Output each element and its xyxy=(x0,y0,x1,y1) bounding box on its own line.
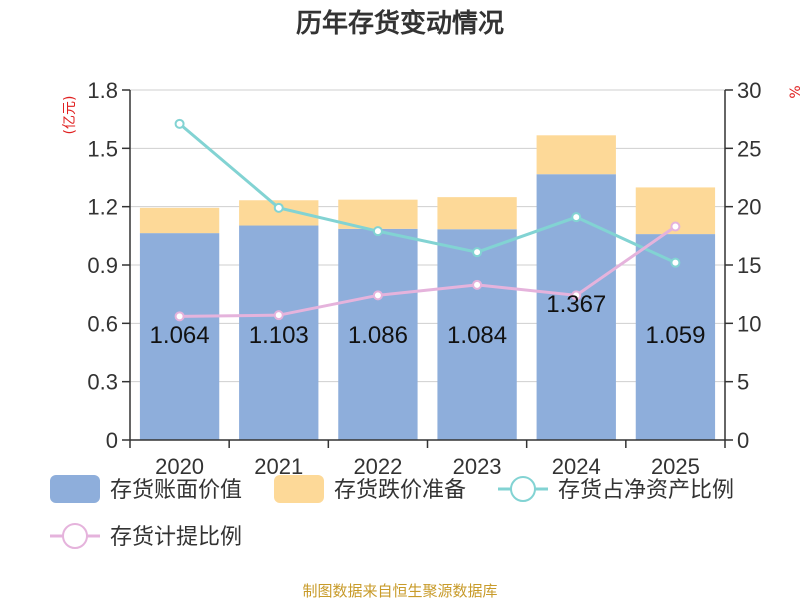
point-inventory-to-net-assets xyxy=(571,212,582,223)
legend-swatch xyxy=(274,475,324,503)
left-tick-label: 0 xyxy=(106,428,118,453)
left-tick-label: 1.2 xyxy=(87,195,118,220)
point-inventory-to-net-assets xyxy=(372,226,383,237)
lines-group xyxy=(174,118,681,322)
legend-label: 存货跌价准备 xyxy=(334,478,466,503)
x-tick-label: 2023 xyxy=(453,454,502,479)
point-inventory-to-net-assets xyxy=(273,202,284,213)
data-labels-group: 1.064 1.103 1.086 1.084 1.367 1.059 xyxy=(150,291,706,349)
x-tick-label: 2025 xyxy=(651,454,700,479)
bar-book-value xyxy=(239,225,319,440)
left-tick-label: 0.9 xyxy=(87,253,118,278)
legend-label: 存货账面价值 xyxy=(110,478,242,503)
bar-book-value xyxy=(338,228,418,440)
left-tick-label: 0.3 xyxy=(87,370,118,395)
legend-marker xyxy=(62,523,88,549)
point-provision-ratio xyxy=(571,290,582,301)
bar-data-label: 1.084 xyxy=(447,322,507,349)
left-tick-label: 1.8 xyxy=(87,78,118,103)
point-provision-ratio xyxy=(472,279,483,290)
right-tick-label: 5 xyxy=(737,370,749,395)
legend-item: 存货账面价值 xyxy=(50,475,242,503)
right-axis-unit: % xyxy=(788,85,800,98)
legend-swatch xyxy=(50,475,100,503)
x-tick-label: 2024 xyxy=(552,454,601,479)
x-tick-label: 2020 xyxy=(155,454,204,479)
right-tick-label: 0 xyxy=(737,428,749,453)
legend-item: 存货占净资产比例 xyxy=(498,476,734,503)
bar-book-value xyxy=(635,234,716,440)
right-tick-label: 10 xyxy=(737,311,761,336)
right-tick-label: 15 xyxy=(737,253,761,278)
source-note: 制图数据来自恒生聚源数据库 xyxy=(302,582,497,600)
right-tick-label: 25 xyxy=(737,136,761,161)
line-provision-ratio xyxy=(179,225,677,318)
x-tick-label: 2021 xyxy=(254,454,303,479)
axes-group: 0 0 0.3 5 0.6 10 0.9 15 1.2 20 1.5 25 1.8 30 2020 2021 2… xyxy=(87,78,761,479)
bar-data-label: 1.064 xyxy=(150,322,210,349)
legend-marker xyxy=(510,476,536,502)
point-provision-ratio xyxy=(174,311,185,322)
left-axis-unit: (亿元) xyxy=(62,96,78,135)
bar-impairment-provision xyxy=(139,207,220,234)
bar-impairment-provision xyxy=(536,135,616,175)
bar-data-label: 1.103 xyxy=(249,322,309,349)
left-tick-label: 1.5 xyxy=(87,136,118,161)
grid-lines xyxy=(130,89,725,383)
bar-data-label: 1.059 xyxy=(645,322,705,349)
legend-label: 存货占净资产比例 xyxy=(558,478,734,503)
line-inventory-to-net-assets xyxy=(178,122,677,265)
bar-book-value xyxy=(437,229,517,440)
point-provision-ratio xyxy=(273,310,284,321)
bar-data-label: 1.086 xyxy=(348,322,408,349)
bar-data-label: 1.367 xyxy=(546,291,606,318)
legend-label: 存货计提比例 xyxy=(110,525,242,550)
point-inventory-to-net-assets xyxy=(670,257,681,268)
point-inventory-to-net-assets xyxy=(174,118,185,129)
bars-group xyxy=(139,135,716,440)
chart-title: 历年存货变动情况 xyxy=(296,8,504,39)
legend-item: 存货计提比例 xyxy=(50,523,242,550)
legend-item: 存货跌价准备 xyxy=(274,475,466,503)
left-tick-label: 0.6 xyxy=(87,311,118,336)
point-inventory-to-net-assets xyxy=(472,247,483,258)
right-tick-label: 30 xyxy=(737,78,761,103)
x-tick-label: 2022 xyxy=(353,454,402,479)
point-provision-ratio xyxy=(670,221,681,232)
right-tick-label: 20 xyxy=(737,195,761,220)
point-provision-ratio xyxy=(372,290,383,301)
bar-book-value xyxy=(139,233,220,440)
bar-impairment-provision xyxy=(437,197,517,230)
